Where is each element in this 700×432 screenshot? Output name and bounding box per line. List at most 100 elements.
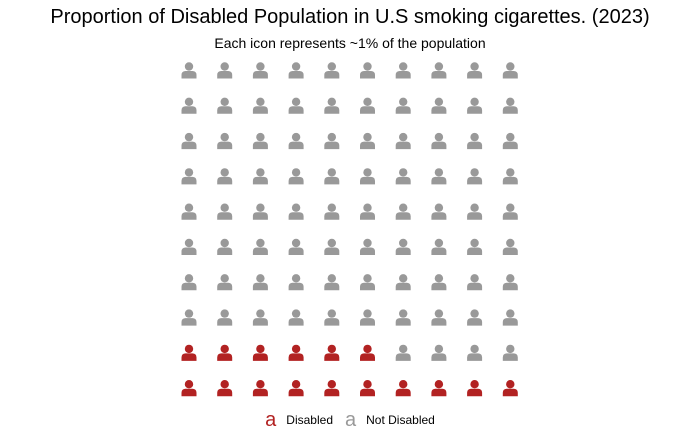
person-icon-not-disabled [467,97,483,114]
person-icon-not-disabled [395,203,411,220]
person-icon-not-disabled [431,344,447,361]
person-icon-disabled [181,344,197,361]
person-icon-not-disabled [467,168,483,185]
person-icon-not-disabled [252,62,268,79]
person-icon-not-disabled [467,203,483,220]
person-icon-not-disabled [431,97,447,114]
person-icon-not-disabled [502,132,518,150]
person-icon-not-disabled [324,203,340,220]
person-icon-not-disabled [252,97,268,114]
person-icon-not-disabled [324,168,340,185]
person-icon-not-disabled [252,238,268,255]
person-icon-not-disabled [467,309,483,326]
person-icon-disabled [360,344,375,361]
person-icon-not-disabled [502,238,518,255]
person-icon-not-disabled [360,62,375,79]
person-icon-not-disabled [324,62,340,79]
person-icon-not-disabled [181,62,197,79]
person-icon-not-disabled [252,309,268,326]
person-icon-not-disabled [288,274,304,291]
person-icon-not-disabled [395,62,411,79]
person-icon-not-disabled [395,344,411,361]
person-icon-not-disabled [288,203,304,220]
person-icon-not-disabled [395,168,411,185]
person-icon-not-disabled [431,203,447,220]
person-icon-not-disabled [324,238,340,255]
person-icon-not-disabled [181,309,197,326]
person-icon-not-disabled [360,168,375,185]
person-icon-not-disabled [360,309,375,326]
person-icon-not-disabled [252,274,268,291]
person-icon-not-disabled [431,62,447,79]
person-icon-disabled [252,380,268,397]
person-icon-not-disabled [467,344,483,361]
person-icon-not-disabled [360,238,375,255]
person-icon-not-disabled [324,132,340,150]
person-icon-not-disabled [181,203,197,220]
person-icon-not-disabled [360,274,375,291]
person-icon-not-disabled [502,168,518,185]
person-icon-not-disabled [181,238,197,255]
person-icon-not-disabled [252,203,268,220]
person-icon-not-disabled [217,62,233,79]
person-icon-not-disabled [431,132,447,150]
legend-item-disabled: a Disabled [265,410,333,430]
person-icon-not-disabled [217,97,233,114]
person-icon-not-disabled [467,132,483,150]
legend-label-disabled: Disabled [286,413,333,427]
person-icon-not-disabled [502,274,518,291]
person-icon-not-disabled [502,62,518,79]
person-icon-not-disabled [395,238,411,255]
person-icon-disabled [502,380,518,397]
legend-label-not-disabled: Not Disabled [366,413,435,427]
legend: a Disabled a Not Disabled [0,410,700,430]
person-icon-not-disabled [360,132,375,150]
person-icon-not-disabled [502,203,518,220]
person-icon-not-disabled [431,168,447,185]
person-icon-not-disabled [395,274,411,291]
legend-swatch-not-disabled: a [345,409,357,431]
person-icon-disabled [431,380,447,397]
person-icon-not-disabled [502,344,518,361]
person-icon-not-disabled [288,97,304,114]
person-icon-not-disabled [395,132,411,150]
person-icon-not-disabled [431,309,447,326]
person-icon-not-disabled [217,168,233,185]
person-icon-not-disabled [288,309,304,326]
person-icon-disabled [288,344,304,361]
person-icon-not-disabled [181,168,197,185]
person-icon-not-disabled [252,132,268,150]
person-icon-not-disabled [181,274,197,291]
chart-subtitle: Each icon represents ~1% of the populati… [214,35,486,51]
person-icon-not-disabled [217,238,233,255]
person-icon-not-disabled [467,62,483,79]
person-icon-disabled [217,380,233,397]
person-icon-not-disabled [181,132,197,150]
person-icon-not-disabled [217,274,233,291]
person-icon-not-disabled [324,309,340,326]
person-icon-not-disabled [431,238,447,255]
person-icon-disabled [181,380,197,397]
person-icon-not-disabled [288,62,304,79]
person-icon-not-disabled [395,97,411,114]
person-icon-not-disabled [288,238,304,255]
person-icon-disabled [252,344,268,361]
person-icon-not-disabled [217,309,233,326]
person-icon-not-disabled [502,309,518,326]
person-icon-not-disabled [181,97,197,114]
person-icon-not-disabled [217,132,233,150]
chart-title: Proportion of Disabled Population in U.S… [50,6,650,28]
person-icon-disabled [467,380,483,397]
person-icon-not-disabled [395,309,411,326]
person-icon-not-disabled [467,274,483,291]
person-icon-not-disabled [288,132,304,150]
person-icon-not-disabled [324,274,340,291]
person-icon-disabled [288,380,304,397]
person-icon-disabled [395,380,411,397]
person-icon-not-disabled [252,168,268,185]
person-icon-not-disabled [467,238,483,255]
person-icon-not-disabled [360,203,375,220]
legend-swatch-disabled: a [265,409,277,431]
person-icon-disabled [324,344,340,361]
